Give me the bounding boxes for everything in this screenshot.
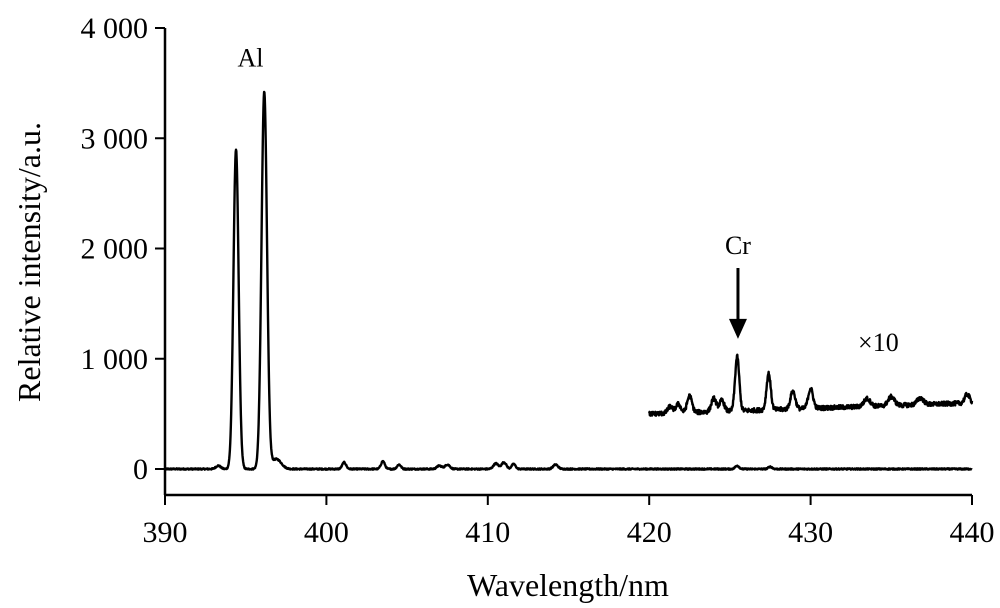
y-axis-title: Relative intensity/a.u. [11,122,47,402]
x-tick-label: 410 [465,516,510,549]
spectrum-line-x10 [648,353,974,417]
y-tick-label: 1 000 [81,343,149,376]
scale-factor-label: ×10 [858,328,899,357]
y-tick-label: 3 000 [81,122,149,155]
y-tick-label: 4 000 [81,12,149,45]
axes [163,28,972,497]
x-tick-label: 440 [950,516,995,549]
y-tick-label: 2 000 [81,233,149,266]
spectrum-line [164,90,973,471]
x-tick-label: 430 [788,516,833,549]
x-tick-label: 420 [627,516,672,549]
al-label: Al [238,44,264,73]
cr-arrow-head [728,318,747,339]
x-tick-label: 390 [143,516,188,549]
x-tick-label: 400 [304,516,349,549]
series-layer [164,90,974,471]
cr-label: Cr [725,231,751,260]
y-tick-label: 0 [133,453,148,486]
x-axis-title: Wavelength/nm [467,567,669,603]
annotation-layer: Al Cr ×10 [238,44,899,357]
ticks: 390 400 410 420 430 440 0 1 000 2 000 3 000 4 000 [81,12,995,549]
